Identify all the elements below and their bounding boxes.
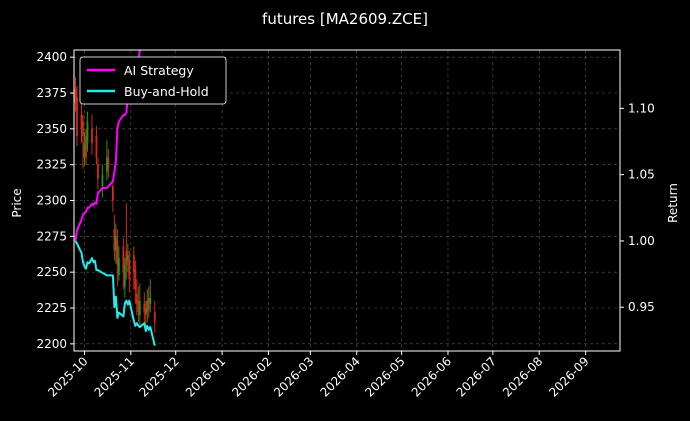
candle-body (76, 97, 78, 136)
candle-body (95, 136, 98, 158)
y-tick-label: 2400 (36, 50, 67, 64)
candle-body (132, 254, 135, 273)
candle-body (111, 186, 114, 201)
candle-body (82, 121, 84, 136)
candle-body (74, 88, 77, 104)
y2-tick-label: 0.95 (628, 300, 655, 314)
candle-body (116, 240, 119, 265)
chart-title: futures [MA2609.ZCE] (262, 10, 428, 28)
y-axis-ticks: 2200 2225 2250 2275 2300 2325 2350 2375 2400 (36, 50, 74, 351)
candle-body (126, 254, 129, 261)
line-series (74, 49, 156, 346)
y-tick-label: 2250 (36, 265, 67, 279)
candle-body (97, 164, 99, 179)
y2-tick-label: 1.10 (628, 101, 655, 115)
candle-body (149, 297, 152, 304)
candle-body (123, 265, 126, 287)
candle-body (147, 297, 150, 310)
y-axis-label: Price (10, 188, 24, 217)
y-tick-label: 2375 (36, 86, 67, 100)
candle-body (107, 157, 110, 169)
candle-body (114, 236, 117, 251)
legend-label-buy-and-hold: Buy-and-Hold (124, 84, 209, 99)
y-tick-label: 2225 (36, 301, 67, 315)
candle-body (137, 300, 140, 313)
candle-body (153, 312, 156, 323)
candle-body (83, 143, 86, 158)
legend-label-ai-strategy: AI Strategy (124, 63, 194, 78)
candle-body (91, 128, 93, 144)
candle-body (117, 257, 120, 276)
y-tick-label: 2300 (36, 194, 67, 208)
y2-axis-ticks: 0.95 1.00 1.05 1.10 (620, 101, 655, 314)
candle-body (122, 246, 125, 273)
candle-body (134, 269, 137, 290)
candle-body (85, 136, 87, 158)
candle-body (101, 174, 104, 187)
y-tick-label: 2275 (36, 229, 67, 243)
y-tick-label: 2350 (36, 122, 67, 136)
y2-tick-label: 1.00 (628, 234, 655, 248)
legend-box (79, 56, 227, 105)
candle-body (146, 300, 149, 313)
buy-and-hold-line (74, 240, 156, 346)
y-tick-label: 2200 (36, 337, 67, 351)
y2-tick-label: 1.05 (628, 168, 655, 182)
candle-body (138, 300, 141, 316)
candle-body (106, 157, 108, 172)
candle-body (80, 114, 83, 129)
candle-body (125, 250, 128, 265)
candle-body (113, 229, 116, 251)
candle-body (128, 260, 131, 280)
candle-body (144, 308, 147, 316)
legend: AI Strategy Buy-and-Hold (79, 56, 227, 105)
y2-axis-label: Return (666, 183, 680, 223)
candle-body (135, 293, 138, 304)
candle-body (143, 303, 146, 313)
ai-strategy-line (74, 49, 141, 242)
candlestick-series (74, 77, 156, 333)
candle-body (86, 121, 89, 144)
y-tick-label: 2325 (36, 158, 67, 172)
